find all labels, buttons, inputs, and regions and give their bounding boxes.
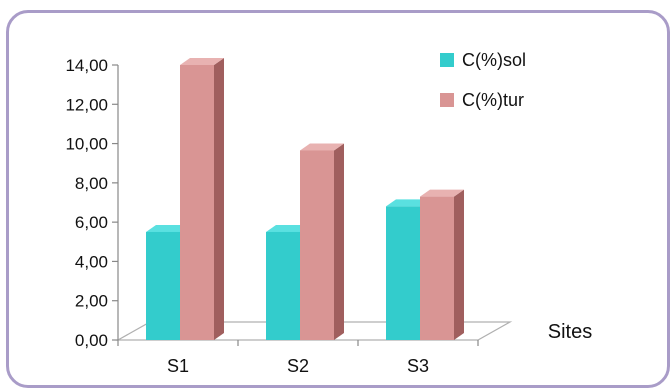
y-tick-label: 6,00 [75, 213, 108, 232]
bar [300, 143, 344, 340]
bar-top [386, 199, 430, 207]
bar-top [266, 224, 310, 232]
bar-top [146, 224, 190, 232]
bar-front [266, 231, 300, 340]
bar-top [300, 143, 344, 151]
bar-side [214, 58, 224, 340]
y-tick-label: 2,00 [75, 292, 108, 311]
y-tick-label: 10,00 [65, 135, 108, 154]
bar-front [386, 206, 420, 340]
legend-label: C(%)tur [462, 90, 524, 110]
y-tick-label: 14,00 [65, 56, 108, 75]
bar-side [454, 189, 464, 340]
legend-swatch [440, 53, 454, 67]
x-tick-label: S1 [167, 356, 189, 376]
x-tick-label: S3 [407, 356, 429, 376]
bar-side [334, 143, 344, 340]
bar-top [420, 189, 464, 197]
y-tick-label: 8,00 [75, 174, 108, 193]
bar-front [180, 65, 214, 340]
bar-front [146, 231, 180, 340]
bar-top [180, 58, 224, 65]
x-tick-label: S2 [287, 356, 309, 376]
legend-swatch [440, 93, 454, 107]
bar [180, 58, 224, 340]
y-tick-label: 4,00 [75, 252, 108, 271]
bar [420, 189, 464, 340]
x-axis-title: Sites [548, 321, 592, 343]
bar-front [300, 150, 334, 340]
y-tick-label: 0,00 [75, 331, 108, 350]
legend-label: C(%)sol [462, 50, 526, 70]
y-tick-label: 12,00 [65, 95, 108, 114]
bar-front [420, 196, 454, 340]
